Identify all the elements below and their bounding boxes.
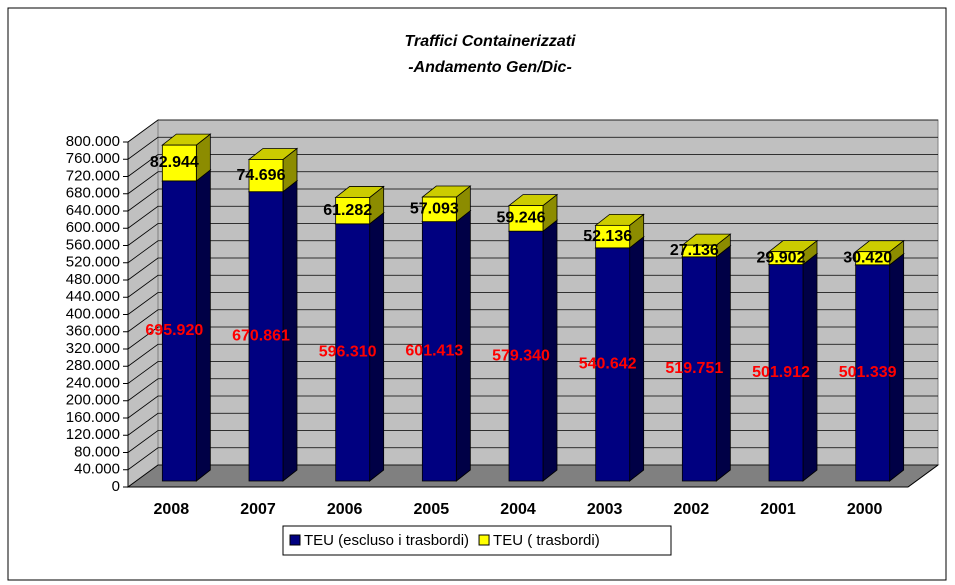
x-tick-label: 2003 — [587, 501, 623, 518]
y-tick-label: 400.000 — [66, 305, 120, 322]
y-tick-label: 240.000 — [66, 374, 120, 391]
y-tick-label: 800.000 — [66, 133, 120, 150]
data-label: 601.413 — [405, 343, 463, 360]
y-tick-label: 480.000 — [66, 271, 120, 288]
data-label: 501.339 — [839, 364, 897, 381]
data-label: 57.093 — [410, 201, 459, 218]
grid-line — [127, 361, 938, 384]
y-tick-label: 320.000 — [66, 340, 120, 357]
bar — [768, 264, 804, 482]
y-tick-label: 40.000 — [74, 461, 120, 478]
legend-label: TEU ( trasbordi) — [493, 532, 600, 549]
y-tick-label: 120.000 — [66, 426, 120, 443]
legend-box — [282, 525, 672, 556]
bar — [161, 144, 197, 182]
data-label: 61.282 — [323, 202, 372, 219]
grid-line — [127, 119, 938, 143]
bar — [508, 230, 544, 482]
grid-line — [127, 205, 938, 229]
y-tick-label: 80.000 — [74, 443, 120, 460]
x-tick-label: 2007 — [240, 501, 276, 518]
bar — [681, 256, 717, 482]
data-label: 501.912 — [752, 364, 810, 381]
grid-line — [127, 292, 938, 315]
bar — [681, 244, 717, 258]
y-tick-label: 280.000 — [66, 357, 120, 374]
y-tick-label: 360.000 — [66, 323, 120, 340]
data-label: 82.944 — [150, 154, 199, 171]
bar — [161, 180, 197, 482]
data-label: 519.751 — [665, 360, 723, 377]
data-label: 52.136 — [583, 228, 632, 245]
data-label: 59.246 — [497, 210, 546, 227]
grid-line — [127, 343, 938, 367]
y-tick-label: 520.000 — [66, 254, 120, 271]
data-label: 670.861 — [232, 328, 290, 345]
y-tick-label: 600.000 — [66, 219, 120, 236]
grid-line — [127, 378, 938, 402]
legend-label: TEU (escluso i trasbordi) — [304, 532, 469, 549]
data-label: 30.420 — [843, 249, 892, 266]
bar — [855, 264, 891, 482]
data-label: 29.902 — [757, 249, 806, 266]
grid-line — [127, 395, 938, 419]
x-tick-label: 2004 — [500, 501, 536, 518]
x-tick-label: 2008 — [154, 501, 190, 518]
x-axis-depth — [907, 464, 939, 488]
grid-line — [127, 464, 938, 488]
y-tick-label: 560.000 — [66, 236, 120, 253]
data-label: 27.136 — [670, 242, 719, 259]
data-label: 540.642 — [579, 356, 637, 373]
bar — [595, 247, 631, 482]
x-tick-label: 2005 — [414, 501, 450, 518]
bar — [508, 205, 544, 232]
x-tick-label: 2006 — [327, 501, 363, 518]
y-tick-label: 200.000 — [66, 392, 120, 409]
grid-line — [127, 154, 938, 177]
grid-line — [127, 136, 938, 160]
x-tick-label: 2001 — [760, 501, 796, 518]
x-tick-label: 2002 — [674, 501, 710, 518]
y-tick-label: 160.000 — [66, 409, 120, 426]
grid-line — [127, 171, 938, 195]
grid-line — [127, 240, 938, 264]
bar — [335, 197, 371, 225]
grid-line — [127, 188, 938, 212]
grid-line — [127, 326, 938, 350]
y-tick-label: 440.000 — [66, 288, 120, 305]
y-tick-label: 720.000 — [66, 167, 120, 184]
y-tick-label: 760.000 — [66, 150, 120, 167]
grid-line — [127, 257, 938, 281]
grid-line — [127, 274, 938, 298]
bar — [421, 196, 457, 223]
bar — [248, 159, 284, 193]
x-tick-label: 2000 — [847, 501, 883, 518]
grid-line — [127, 309, 938, 333]
data-label: 579.340 — [492, 347, 550, 364]
bar — [248, 191, 284, 482]
legend-swatch — [289, 534, 301, 546]
data-label: 596.310 — [319, 344, 377, 361]
grid-line — [127, 223, 938, 246]
grid-line — [127, 447, 938, 471]
data-label: 74.696 — [237, 167, 286, 184]
y-tick-label: 640.000 — [66, 202, 120, 219]
y-tick-label: 0 — [112, 478, 120, 495]
grid-line — [127, 412, 938, 436]
bar — [595, 224, 631, 249]
bar — [421, 221, 457, 482]
chart-subtitle: -Andamento Gen/Dic- — [408, 59, 572, 76]
y-tick-label: 680.000 — [66, 185, 120, 202]
data-label: 695.920 — [145, 322, 203, 339]
legend-swatch — [478, 534, 490, 546]
grid-line — [127, 430, 938, 453]
bar — [768, 251, 804, 265]
chart-title: Traffici Containerizzati — [405, 33, 577, 50]
bar — [855, 251, 891, 266]
